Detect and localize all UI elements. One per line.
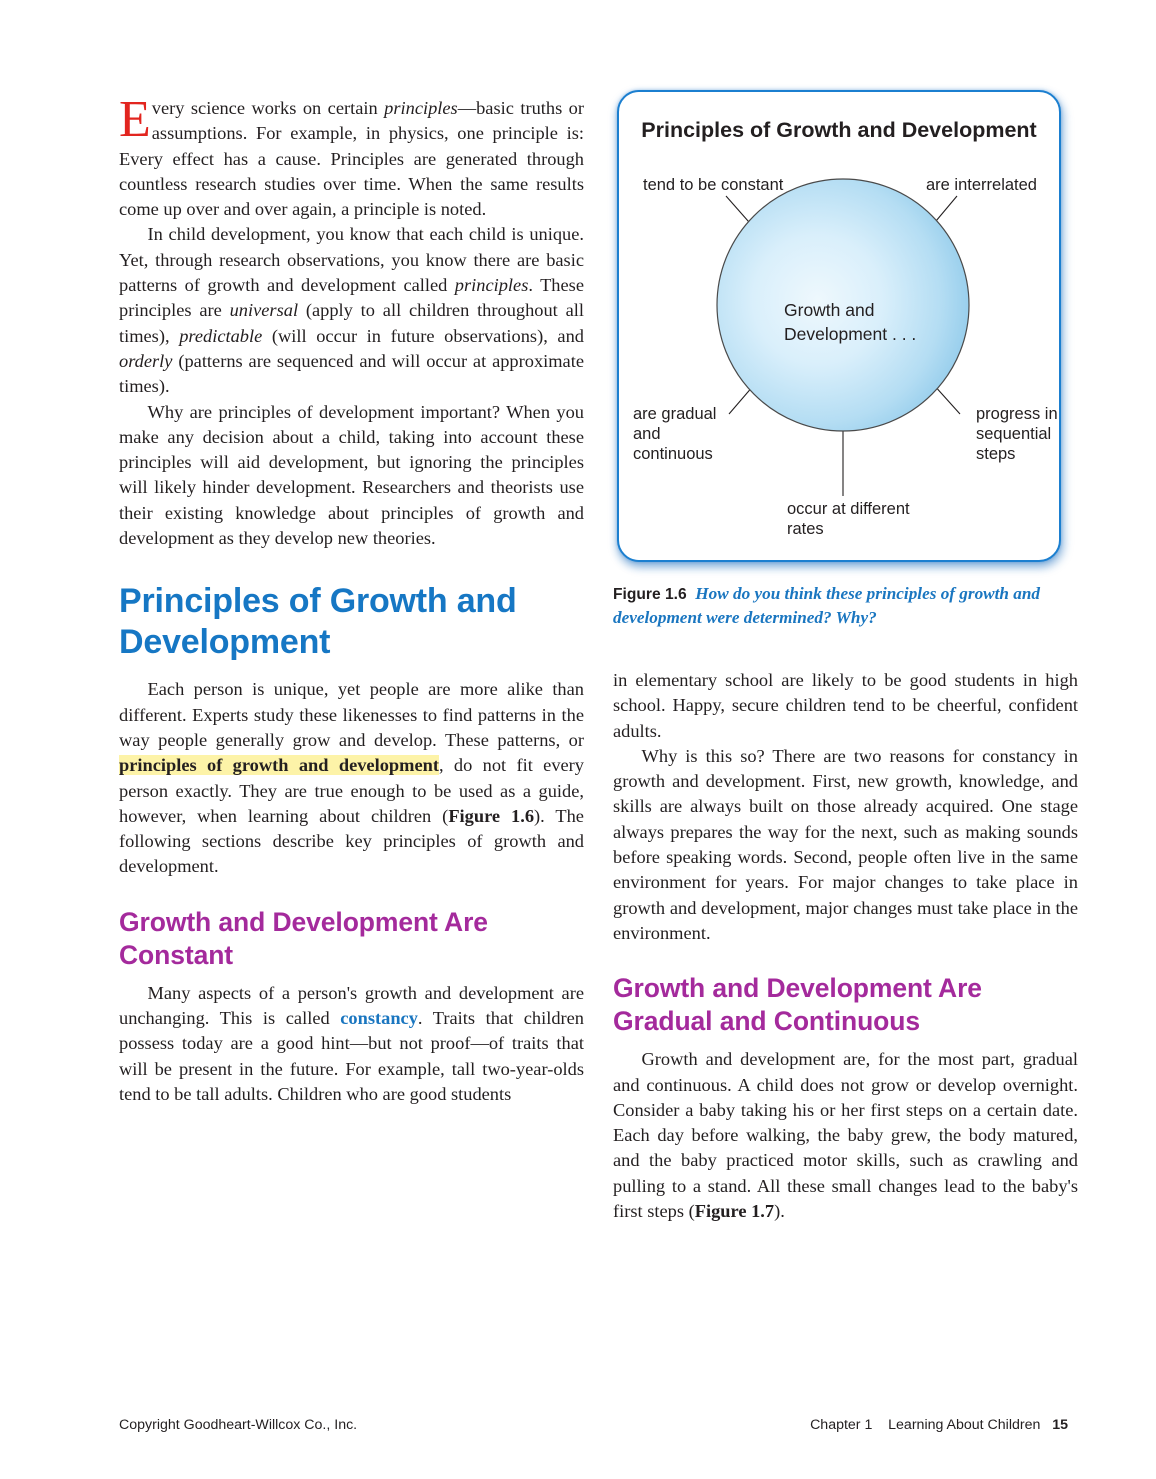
figure-label-tend-to-be-constant: tend to be constant [643, 176, 784, 194]
footer-chapter: Chapter 1 [810, 1417, 873, 1433]
p2-c: (apply to all children throughout all ti… [119, 300, 584, 346]
p4-c: ). The following sections describe key p… [119, 805, 584, 877]
p5-a: Many aspects of a person's growth and de… [119, 982, 584, 1029]
figure-caption: Figure 1.6 How do you think these princi… [613, 582, 1068, 629]
footer-chapter-info: Chapter 1 Learning About Children 15 [810, 1417, 1068, 1433]
p2-b: . These principles are [119, 275, 584, 321]
intro-italic-principles: principles [384, 98, 458, 118]
rp3-a: Growth and development are, for the most… [613, 1049, 1078, 1222]
p2-a: In child development, you know that each… [119, 224, 584, 296]
paragraph-child-development: In child development, you know that each… [119, 222, 584, 399]
paragraph-constancy: Many aspects of a person's growth and de… [119, 981, 584, 1107]
p2-d: (will occur in future observations), and [262, 325, 584, 346]
intro-tail: —basic truths or assumptions. For exampl… [119, 98, 584, 220]
page-footer: Copyright Goodheart-Willcox Co., Inc. Ch… [0, 1417, 1156, 1439]
figure-label-progress-in-sequential-steps: progress in sequential steps [976, 405, 1058, 463]
figure-diagram-svg [716, 178, 970, 496]
figure-reference-1-6: Figure 1.6 [448, 805, 535, 826]
footer-chapter-title: Learning About Children [888, 1417, 1041, 1433]
footer-page-number: 15 [1052, 1417, 1068, 1433]
heading-growth-and-development-are-gradual-and-continuous: Growth and Development Are Gradual and C… [613, 973, 982, 1037]
figure-title: Principles of Growth and Development [641, 118, 1037, 142]
p4-a: Each person is unique, yet people are mo… [119, 679, 584, 750]
rp3-b: ). [774, 1201, 785, 1222]
paragraph-each-person-unique: Each person is unique, yet people are mo… [119, 677, 584, 879]
figure-caption-number: Figure 1.6 [613, 586, 687, 603]
right-column: in elementary school are likely to be go… [613, 668, 1078, 1224]
circle-center-label: Growth and Development . . . [784, 300, 917, 344]
highlighted-term-principles: principles of growth and development [119, 755, 439, 776]
p2-italic-predictable: predictable [179, 325, 263, 346]
paragraph-gradual-continuous: Growth and development are, for the most… [613, 1047, 1078, 1224]
central-circle [716, 178, 970, 432]
figure-label-occur-at-different-rates: occur at different rates [787, 500, 910, 538]
paragraph-two-reasons: Why is this so? There are two reasons fo… [613, 745, 1078, 943]
paragraph-elementary-school: in elementary school are likely to be go… [613, 670, 1078, 741]
p2-italic-universal: universal [229, 300, 299, 321]
paragraph-why-important: Why are principles of development import… [119, 401, 584, 549]
figure-label-are-gradual-and-continuous: are gradual and continuous [633, 405, 717, 463]
p2-italic-orderly: orderly [119, 350, 173, 371]
figure-1-6: Principles of Growth and Development [613, 88, 1065, 570]
figure-reference-1-7: Figure 1.7 [694, 1201, 775, 1222]
drop-cap-letter: E [119, 91, 151, 148]
heading-principles-of-growth-and-development: Principles of Growth and Development [119, 582, 517, 662]
p2-italic-principles: principles [454, 275, 529, 296]
figure-label-are-interrelated: are interrelated [926, 176, 1037, 194]
p4-b: , do not fit every person exactly. They … [119, 755, 584, 826]
term-constancy: constancy [340, 1008, 418, 1029]
figure-box: Principles of Growth and Development [617, 90, 1061, 562]
intro-lead: very science works on certain [151, 98, 385, 118]
p5-b: . Traits that children possess today are… [119, 1008, 585, 1104]
p2-e: (patterns are sequenced and will occur a… [119, 350, 584, 397]
heading-growth-and-development-are-constant: Growth and Development Are Constant [119, 906, 488, 970]
figure-caption-question: How do you think these principles of gro… [613, 584, 1041, 627]
footer-copyright: Copyright Goodheart-Willcox Co., Inc. [119, 1417, 358, 1433]
